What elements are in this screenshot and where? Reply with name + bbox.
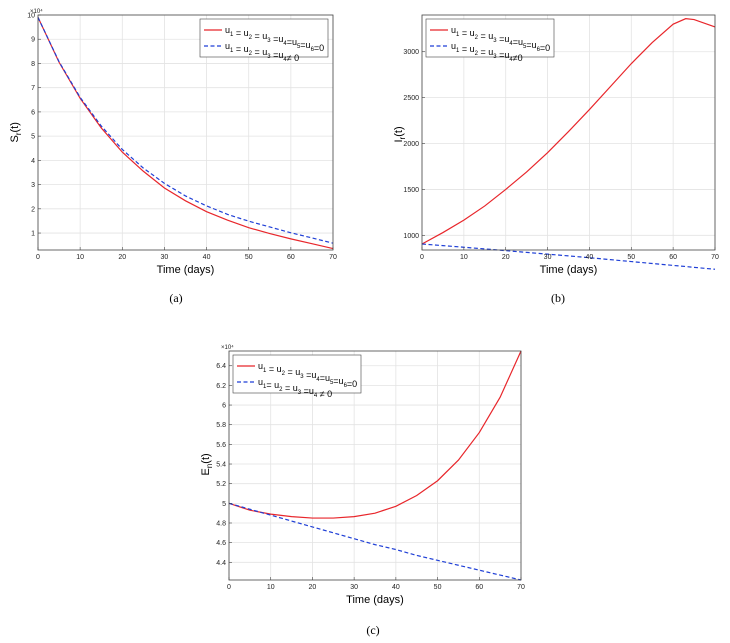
y-tick-label: 1500 — [403, 187, 419, 194]
y-tick-label: 2500 — [403, 95, 419, 102]
x-tick-label: 70 — [711, 254, 719, 261]
x-tick-label: 30 — [161, 254, 169, 261]
series-line-1 — [421, 18, 716, 245]
x-tick-label: 50 — [627, 254, 635, 261]
y-tick-label: 5 — [222, 501, 226, 508]
x-axis-label: Time (days) — [540, 264, 598, 276]
y-tick-label: 5.2 — [216, 481, 226, 488]
x-tick-label: 60 — [287, 254, 295, 261]
x-tick-label: 20 — [502, 254, 510, 261]
x-axis-label: Time (days) — [346, 594, 404, 606]
legend-box — [199, 18, 329, 58]
y-tick-label: 6 — [31, 109, 35, 116]
panel-caption: (a) — [169, 291, 182, 305]
axes-box — [228, 350, 522, 581]
x-tick-label: 20 — [118, 254, 126, 261]
y-tick-label: 6 — [222, 403, 226, 410]
x-axis-label: Time (days) — [157, 264, 215, 276]
y-tick-label: 5.4 — [216, 462, 226, 469]
series-line-1 — [37, 17, 334, 250]
axes-box — [421, 14, 716, 251]
x-tick-label: 0 — [420, 254, 424, 261]
y-tick-label: 4.8 — [216, 520, 226, 527]
x-tick-label: 70 — [329, 254, 337, 261]
legend-label-2: u1 = u2 = u3 =u4≠ 0 — [225, 41, 299, 63]
y-tick-label: 5 — [31, 134, 35, 141]
y-tick-label: 2 — [31, 206, 35, 213]
x-tick-label: 70 — [517, 584, 525, 591]
x-tick-label: 0 — [227, 584, 231, 591]
series-line-2 — [37, 17, 334, 244]
x-tick-label: 60 — [475, 584, 483, 591]
x-tick-label: 0 — [36, 254, 40, 261]
series-line-1 — [228, 350, 522, 519]
y-tick-label: 1 — [31, 231, 35, 238]
x-tick-label: 60 — [669, 254, 677, 261]
y-tick-label: 4.4 — [216, 560, 226, 567]
y-tick-label: 6.2 — [216, 383, 226, 390]
x-tick-label: 40 — [586, 254, 594, 261]
legend-label-1: u1 = u2 = u3 =u4=u5=u6=0 — [258, 361, 357, 389]
x-tick-label: 10 — [76, 254, 84, 261]
x-tick-label: 30 — [544, 254, 552, 261]
y-tick-label: 9 — [31, 37, 35, 44]
legend: u1 = u2 = u3 =u4=u5=u6=0u1= u2 = u3 =u4 … — [232, 354, 362, 399]
legend-box — [232, 354, 362, 394]
legend: u1 = u2 = u3 =u4=u5=u6=0u1 = u2 = u3 =u4… — [425, 18, 555, 63]
x-tick-label: 40 — [392, 584, 400, 591]
y-tick-label: 5.8 — [216, 422, 226, 429]
y-tick-label: 6.4 — [216, 363, 226, 370]
chart-panel-2: 0 10 20 30 40 50 60 70 1000 1500 2000 2500 3000 Time … — [393, 14, 719, 305]
x-tick-label: 30 — [350, 584, 358, 591]
y-axis-label: Ir(t) — [393, 126, 407, 142]
y-tick-label: 2000 — [403, 141, 419, 148]
legend-label-1: u1 = u2 = u3 =u4=u5=u6=0 — [225, 25, 324, 53]
series-line-2 — [421, 243, 716, 270]
y-axis-label: Sr(t) — [9, 122, 23, 142]
y-tick-label: 4.6 — [216, 540, 226, 547]
y-tick-label: 8 — [31, 61, 35, 68]
chart-panel-3: 0 10 20 30 40 50 60 70 4.4 4.6 4.8 5 5.2 5.4 5.6 5.8 6 6.… — [200, 344, 525, 637]
series-line-2 — [228, 502, 522, 581]
legend: u1 = u2 = u3 =u4=u5=u6=0u1 = u2 = u3 =u4… — [199, 18, 329, 63]
legend-label-1: u1 = u2 = u3 =u4=u5=u6=0 — [451, 25, 550, 53]
y-multiplier-label: ×10⁴ — [221, 344, 234, 351]
panel-caption: (b) — [551, 291, 565, 305]
panel-caption: (c) — [366, 623, 379, 637]
y-tick-label: 10 — [27, 13, 35, 20]
legend-label-2: u1= u2 = u3 =u4 ≠ 0 — [258, 377, 332, 399]
x-tick-label: 10 — [267, 584, 275, 591]
y-axis-label: En(t) — [200, 453, 214, 475]
x-tick-label: 50 — [245, 254, 253, 261]
y-tick-label: 7 — [31, 85, 35, 92]
legend-label-2: u1 = u2 = u3 =u4≠0 — [451, 41, 523, 63]
y-tick-label: 3000 — [403, 49, 419, 56]
x-tick-label: 20 — [309, 584, 317, 591]
legend-box — [425, 18, 555, 58]
y-tick-label: 3 — [31, 182, 35, 189]
y-tick-label: 5.6 — [216, 442, 226, 449]
x-tick-label: 50 — [434, 584, 442, 591]
y-tick-label: 4 — [31, 158, 35, 165]
y-multiplier-label: ×10⁴ — [30, 8, 43, 15]
x-tick-label: 40 — [203, 254, 211, 261]
y-tick-label: 1000 — [403, 233, 419, 240]
axes-box — [37, 14, 334, 251]
x-tick-label: 10 — [460, 254, 468, 261]
